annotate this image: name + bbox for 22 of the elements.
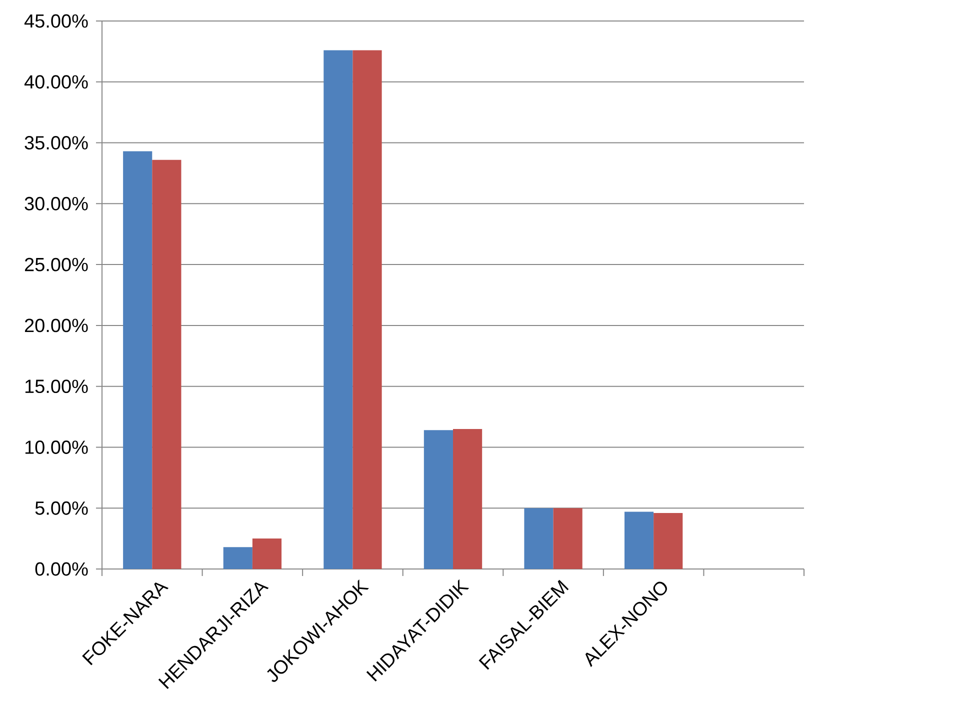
y-tick-label: 35.00%: [24, 136, 88, 150]
bar: [624, 512, 654, 569]
y-tick-label: 40.00%: [24, 75, 88, 89]
bar: [324, 50, 353, 569]
y-tick-label: 15.00%: [25, 380, 88, 394]
bar: [352, 50, 382, 569]
y-tick-label: 20.00%: [24, 318, 88, 332]
bar: [654, 512, 683, 569]
bar: [152, 160, 182, 569]
bar: [252, 538, 282, 569]
y-tick-label: 45.00%: [24, 14, 88, 28]
bar: [553, 508, 582, 569]
bar: [223, 547, 252, 569]
bar: [524, 508, 554, 569]
bar: [424, 430, 454, 569]
bar: [123, 151, 152, 569]
bar: [453, 428, 482, 569]
y-tick-label: 0.00%: [35, 562, 88, 576]
y-tick-label: 25.00%: [24, 258, 88, 272]
y-tick-label: 10.00%: [25, 440, 88, 454]
y-tick-label: 30.00%: [24, 196, 88, 210]
y-tick-label: 5.00%: [35, 501, 88, 515]
